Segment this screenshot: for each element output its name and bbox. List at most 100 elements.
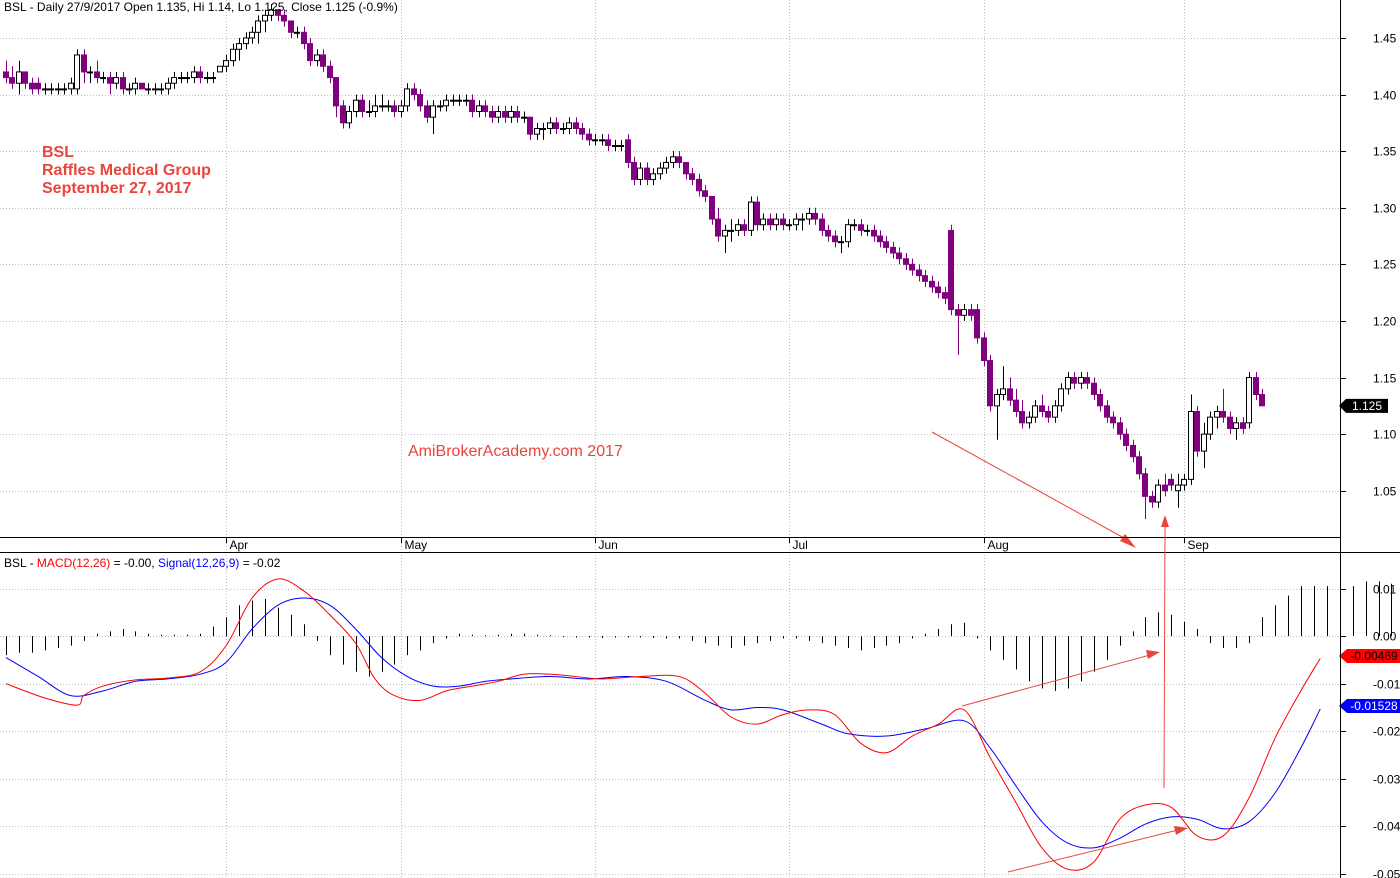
bear-candle [482,105,488,113]
bear-candle [514,111,520,118]
price-header-symbol: BSL [4,0,27,14]
bear-candle [1136,456,1142,475]
price-y-tick-label: 1.30 [1373,202,1397,216]
bull-candle [217,65,223,73]
bull-candle [398,105,404,113]
bear-candle [553,122,559,130]
bull-candle [243,37,249,45]
bear-candle [107,77,113,84]
signal-last-badge [1339,699,1400,713]
bear-candle [1071,377,1077,384]
bull-candle [158,88,164,91]
bear-candle [689,173,695,180]
bull-candle [210,77,216,80]
bull-candle [443,99,449,107]
bear-candle [301,31,307,45]
price-y-tick-label: 1.10 [1373,428,1397,442]
annotation-date: September 27, 2017 [42,180,192,197]
bull-candle [1233,422,1239,429]
bull-candle [346,111,352,124]
price-y-tick-label: 1.20 [1373,315,1397,329]
bull-candle [670,156,676,163]
bear-candle [890,246,896,254]
bull-candle [249,31,255,39]
bull-candle [618,144,624,147]
signal-header-label: Signal(12,26,9) [158,556,239,570]
macd-header: BSL - MACD(12,26) = -0.00, Signal(12,26,… [4,556,281,570]
bull-candle [223,60,229,67]
bull-candle [560,128,566,131]
bear-candle [877,235,883,243]
bull-candle [799,218,805,221]
macd-y-axis: 0.01 0.00 -0.01 -0.02 -0.03 -0.04 -0.05 [1340,583,1400,878]
bear-candle [896,252,902,260]
bear-candle [942,292,948,299]
bull-candle [372,105,378,113]
bull-candle [748,201,754,231]
macd-line [5,578,1321,871]
month-label: May [405,538,428,552]
vertical-signal-arrow [1163,524,1166,789]
bear-candle [974,309,980,339]
bear-candle [676,156,682,163]
bear-candle [916,269,922,277]
bull-candle [294,31,300,34]
bear-candle [1168,478,1174,486]
bear-candle [9,77,15,84]
bear-candle [702,190,708,197]
macd-panel: 0.01 0.00 -0.01 -0.02 -0.03 -0.04 -0.05 BSL - … [0,515,1400,878]
macd-y-tick-label: -0.03 [1373,773,1400,787]
bear-candle [1162,484,1168,492]
bear-candle [929,280,935,288]
signal-line [5,597,1321,849]
bear-candle [502,111,508,118]
bull-candle [100,77,106,80]
bear-candle [22,71,28,84]
bull-candle [1207,416,1213,435]
bear-candle [1045,410,1051,418]
bull-candle [463,99,469,102]
bear-candle [832,235,838,243]
bear-candle [871,229,877,237]
bull-candle [171,77,177,84]
annotation-company: Raffles Medical Group [42,162,211,179]
signal-last-marker: -0.01528 [1339,699,1400,713]
bull-candle [637,167,643,180]
bull-candle [663,161,669,169]
bear-candle [579,128,585,135]
bear-candle [1227,416,1233,429]
bull-candle [1246,377,1252,424]
bear-candle [631,161,637,180]
bull-candle [42,88,48,91]
bull-candle [230,48,236,62]
bear-candle [819,218,825,231]
macd-header-label: MACD(12,26) [37,556,110,570]
bear-candle [333,77,339,107]
price-y-tick-label: 1.40 [1373,89,1397,103]
bear-candle [1084,377,1090,384]
macd-y-tick-label: -0.02 [1373,725,1400,739]
bear-candle [1110,416,1116,424]
signal-header-value: = -0.02 [239,556,280,570]
bull-candle [68,82,74,90]
bull-candle [165,82,171,90]
bear-candle [1123,433,1129,446]
bear-candle [715,218,721,237]
bear-candle [812,212,818,220]
bull-candle [760,218,766,226]
bear-candle [1130,444,1136,458]
bear-candle [922,275,928,282]
macd-y-tick-label: 0.00 [1373,630,1397,644]
bull-candle [314,54,320,62]
bear-candle [1019,410,1025,424]
month-label: Sep [1188,538,1210,552]
macd-trend-arrow [1007,829,1179,873]
bear-candle [489,111,495,118]
bear-candle [120,77,126,90]
bull-candle [1175,484,1181,492]
bear-candle [1259,394,1265,407]
macd-y-tick-label: -0.05 [1373,868,1400,878]
bear-candle [340,105,346,124]
price-y-tick-label: 1.35 [1373,145,1397,159]
price-y-tick-label: 1.45 [1373,32,1397,46]
